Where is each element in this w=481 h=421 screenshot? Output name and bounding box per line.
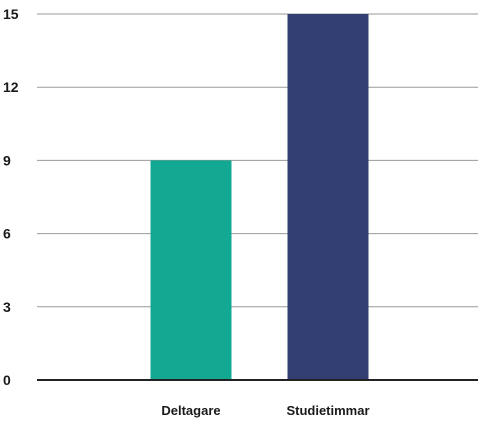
y-tick-labels: 0 3 6 9 12 15 (3, 6, 19, 388)
bar-studietimmar (287, 14, 369, 380)
x-tick-label: Deltagare (161, 403, 220, 418)
y-tick-label: 12 (3, 79, 19, 95)
y-tick-label: 15 (3, 6, 19, 22)
x-tick-label: Studietimmar (286, 403, 369, 418)
bars (150, 14, 369, 380)
y-tick-label: 3 (3, 299, 11, 315)
x-tick-labels: Deltagare Studietimmar (161, 403, 369, 418)
bar-deltagare (150, 160, 232, 380)
y-tick-label: 9 (3, 152, 11, 168)
y-tick-label: 6 (3, 226, 11, 242)
gridlines (37, 13, 478, 308)
y-tick-label: 0 (3, 372, 11, 388)
